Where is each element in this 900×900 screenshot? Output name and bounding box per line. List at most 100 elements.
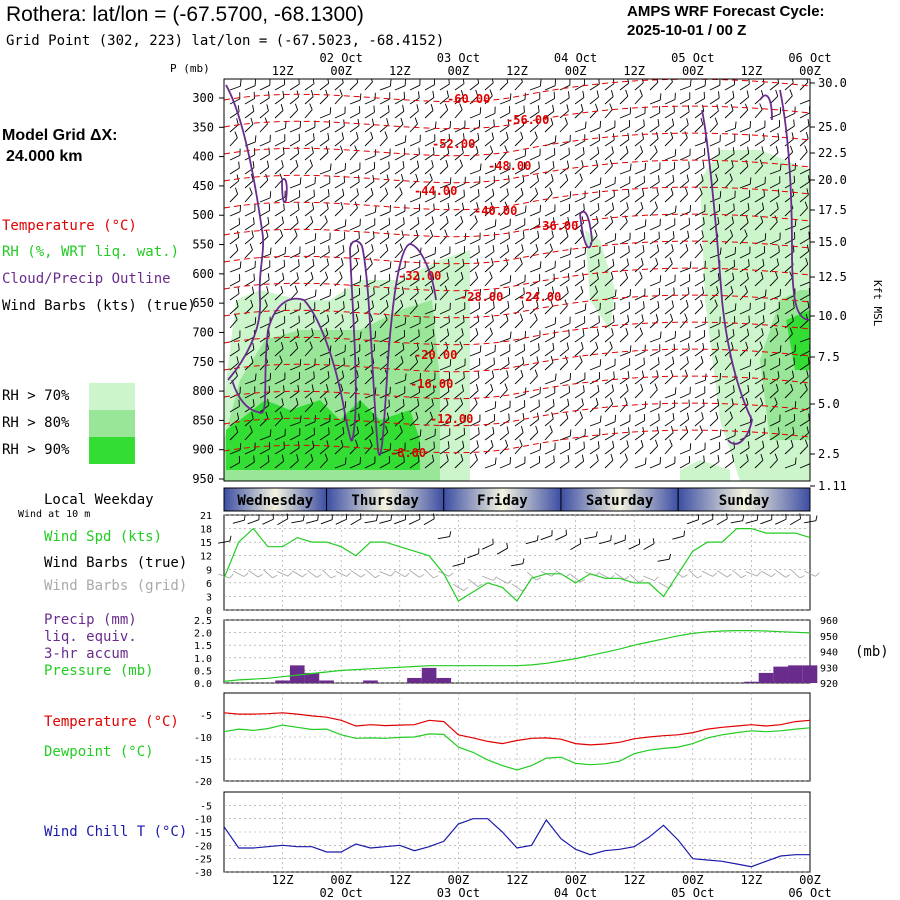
wind-barb — [409, 203, 421, 217]
wind-barb — [754, 427, 765, 441]
wind-barb — [664, 412, 675, 427]
wind-barb-flag — [359, 344, 361, 352]
time-tick-label-top: 00Z — [682, 64, 704, 78]
wind-barb-flag — [269, 247, 272, 255]
wind-barb-flag — [238, 161, 240, 169]
wind-barb-flag — [356, 370, 359, 377]
wind-barb-flag — [524, 218, 526, 226]
wind-barb-flag — [670, 187, 674, 195]
wind-barb-shaft — [304, 434, 315, 441]
wind-barb-flag — [610, 453, 614, 461]
wind-barb-true-flag — [317, 514, 319, 521]
wind-barb-shaft — [664, 168, 675, 175]
wind-barb-shaft — [259, 141, 271, 147]
wind-barb-shaft — [364, 319, 373, 329]
wind-barb — [514, 343, 525, 357]
wind-barb-shaft — [815, 338, 825, 342]
wind-barb-shaft — [349, 181, 360, 189]
height-tick-label: 2.5 — [818, 447, 840, 461]
wind-barb — [694, 230, 704, 245]
wind-barb — [769, 176, 781, 189]
wind-barb-flag — [670, 131, 674, 139]
wind-barb-flag — [688, 399, 690, 407]
wind-barb — [289, 246, 301, 259]
wind-barb — [499, 93, 512, 105]
wind-barb-flag — [794, 219, 797, 227]
wind-barb-flag — [236, 118, 239, 125]
wind-barb-flag — [509, 275, 512, 282]
wind-barb — [469, 358, 481, 371]
wind-barb-true-shaft — [452, 562, 465, 567]
wind-barb-flag — [759, 103, 763, 110]
wind-barb — [709, 147, 720, 161]
wind-barb-shaft — [514, 81, 523, 91]
wind-barb-true-shaft — [277, 518, 289, 526]
wind-barb-flag — [493, 357, 495, 365]
wind-barb — [244, 442, 256, 455]
wind-barb-flag — [704, 386, 706, 394]
wind-barb — [559, 79, 571, 91]
wind-barb-flag — [509, 218, 511, 226]
wind-barb — [649, 118, 660, 133]
wind-barb-true — [716, 513, 728, 526]
wind-barb — [649, 456, 661, 469]
wind-barb-flag — [569, 260, 571, 268]
wind-barb-flag — [460, 90, 464, 97]
wind-barb-flag — [734, 303, 737, 311]
wind-barb-shaft — [694, 236, 704, 245]
wind-barb — [559, 216, 570, 231]
wind-barb — [304, 159, 313, 175]
wind-barb-shaft — [499, 432, 509, 441]
wind-barb-flag — [237, 286, 240, 294]
wind-barb-shaft — [499, 463, 511, 469]
wind-barb — [754, 215, 764, 231]
wind-barb-flag — [614, 176, 616, 184]
wind-barb-flag — [701, 412, 704, 419]
wind-barb-flag — [747, 146, 750, 154]
wind-barb-flag — [430, 342, 434, 349]
wind-barb-flag — [584, 303, 587, 311]
wind-barb — [574, 303, 587, 315]
wind-barb-shaft — [589, 209, 600, 217]
wind-barb-flag — [327, 314, 330, 322]
wind-barb-shaft — [364, 237, 375, 245]
wind-barb-flag — [374, 149, 377, 156]
wind-barb — [589, 202, 600, 217]
wind-barb-flag — [418, 147, 420, 155]
wind-barb — [574, 90, 585, 105]
wind-barb-shaft — [769, 364, 780, 371]
wind-barb-flag — [539, 443, 542, 450]
wind-barb-grid — [321, 569, 336, 579]
wind-barb-shaft — [574, 179, 583, 189]
wind-barb — [694, 217, 705, 231]
wind-barb-flag — [460, 453, 464, 461]
wind-barb-flag — [250, 117, 254, 125]
wind-barb-shaft — [409, 210, 420, 217]
wind-barb — [274, 285, 284, 301]
wind-barb — [619, 107, 632, 119]
wind-barb-shaft — [574, 322, 585, 329]
wind-barb-flag — [746, 272, 749, 280]
wind-barb-shaft — [469, 377, 480, 385]
wind-barb-shaft — [589, 140, 600, 147]
wind-barb — [454, 427, 465, 441]
wind-barb-shaft — [514, 293, 525, 301]
wind-barb-flag — [672, 174, 675, 182]
wind-barb-shaft — [484, 169, 496, 175]
wind-barb-flag — [239, 79, 242, 87]
wind-barb-flag — [716, 342, 719, 350]
wind-barb — [484, 439, 494, 455]
wind-barb — [469, 215, 478, 231]
wind-barb-flag — [284, 134, 286, 142]
wind-barb-flag — [340, 258, 344, 265]
wind-barb-shaft — [694, 124, 704, 133]
wind-barb — [769, 314, 780, 329]
wind-barb-flag — [372, 412, 375, 420]
temperature-panel-tick-label: -10 — [194, 733, 212, 744]
wind-barb-flag — [554, 386, 556, 394]
wind-barb-flag — [314, 176, 316, 184]
wind-barb — [454, 202, 465, 217]
wind-barb — [394, 230, 404, 245]
wind-barb-shaft — [589, 96, 599, 105]
windchill-panel-tick-label: -25 — [194, 855, 212, 866]
